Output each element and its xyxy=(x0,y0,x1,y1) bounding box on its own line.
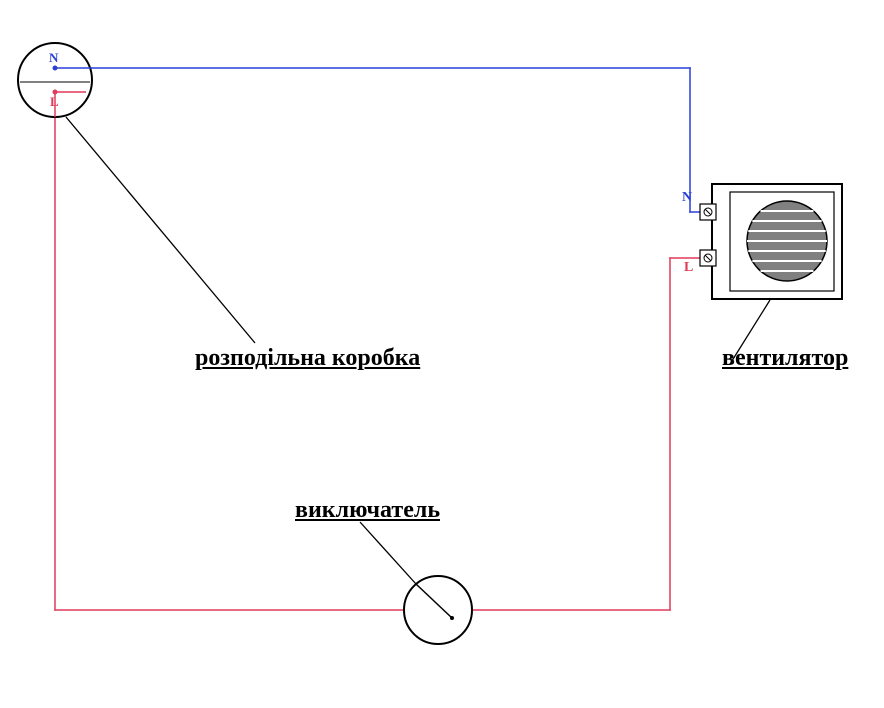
fan-label: вентилятор xyxy=(722,345,848,372)
switch-label: виключатель xyxy=(295,497,440,524)
fan-n-label: N xyxy=(682,190,692,206)
junction-n-label: N xyxy=(49,50,58,66)
junction-box-label: розподільна коробка xyxy=(195,345,420,372)
junction-l-label: L xyxy=(50,94,59,110)
fan-l-label: L xyxy=(684,260,693,276)
